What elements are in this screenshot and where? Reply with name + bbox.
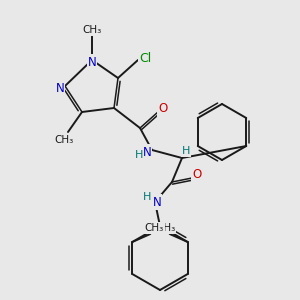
Text: CH₃: CH₃ [145,223,164,233]
Text: H: H [135,150,143,160]
Text: H: H [182,146,190,156]
Text: N: N [153,196,161,208]
Text: N: N [88,56,96,68]
Text: CH₃: CH₃ [156,223,175,233]
Text: Cl: Cl [139,52,151,65]
Text: O: O [192,169,202,182]
Text: H: H [143,192,151,202]
Text: N: N [56,82,64,94]
Text: N: N [142,146,152,158]
Text: CH₃: CH₃ [82,25,102,35]
Text: O: O [158,103,168,116]
Text: CH₃: CH₃ [54,135,74,145]
